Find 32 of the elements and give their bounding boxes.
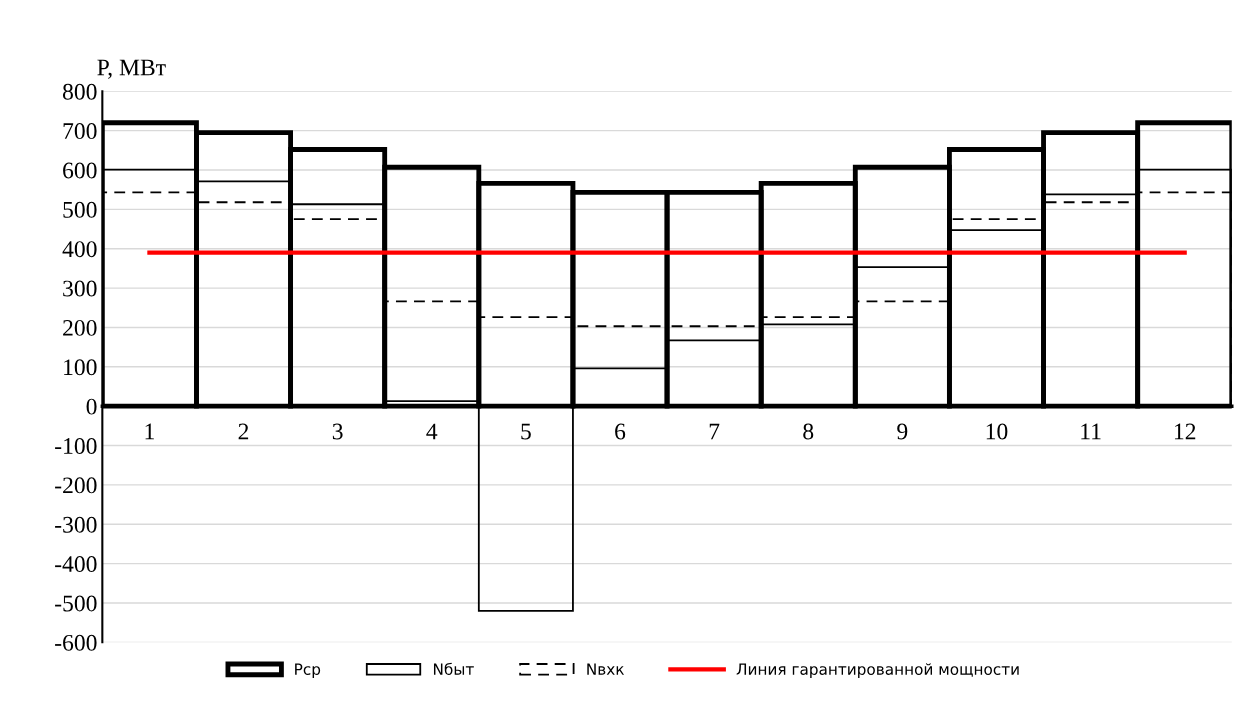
y-tick-label: -100 [55,438,97,454]
x-tick-label: 5 [521,423,531,440]
y-tick-label: 600 [63,162,97,179]
y-tick-label: 400 [62,241,97,258]
y-tick-label: -400 [55,556,97,573]
y-tick-label: 500 [63,201,97,218]
x-tick-label: 3 [332,423,343,440]
y-tick-label: 300 [63,280,97,297]
x-tick-label: 7 [709,423,720,440]
legend-label: Pср [295,663,321,678]
legend-label: Линия гарантированной мощности [736,663,1019,678]
x-tick-label: 12 [1174,423,1196,440]
y-tick-label: 0 [86,398,97,415]
x-tick-label: 1 [145,423,154,440]
y-tick-label: 200 [63,319,97,336]
y-axis-title: P, МВт [97,59,166,79]
x-tick-label: 10 [986,423,1008,440]
y-tick-label: 800 [62,83,97,100]
legend-label: Nвхк [587,663,625,675]
x-tick-label: 9 [897,423,908,440]
legend-label: Nбыт [433,662,474,675]
y-tick-label: 700 [63,123,97,140]
x-tick-label: 2 [238,423,249,440]
y-tick-label: -200 [55,477,97,494]
x-tick-label: 6 [615,423,626,440]
x-tick-label: 8 [803,423,814,440]
y-tick-label: -300 [55,516,97,533]
y-tick-label: 100 [64,359,97,376]
x-tick-label: 4 [426,423,438,440]
y-tick-label: -500 [55,595,97,612]
x-tick-label: 11 [1081,423,1101,440]
y-tick-label: -600 [55,634,97,651]
